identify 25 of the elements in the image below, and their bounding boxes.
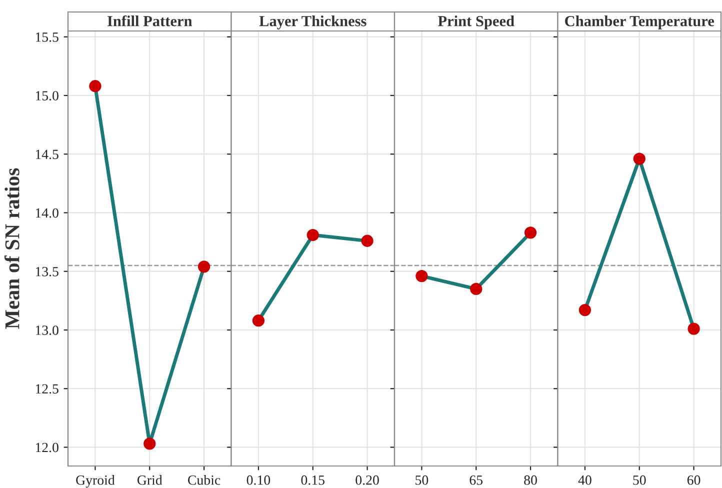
- chart-title: Infill Pattern: [108, 15, 192, 26]
- x-tick-label: 50: [416, 475, 428, 485]
- y-tick-label: 15.5: [36, 32, 58, 42]
- y-tick-label: 13.0: [36, 326, 58, 336]
- y-axis-title: Mean of SN ratios: [4, 168, 20, 329]
- x-tick-label: 60: [687, 475, 700, 485]
- x-tick-label: 40: [578, 475, 592, 485]
- chart-title: Layer Thickness: [259, 16, 366, 30]
- x-tick-label: 80: [524, 475, 537, 485]
- chart-title: Chamber Temperature: [565, 16, 714, 30]
- y-tick-label: 14.5: [36, 150, 58, 160]
- x-tick-label: 65: [470, 475, 483, 485]
- y-tick-label: 14.0: [36, 208, 58, 218]
- x-tick-label: 50: [633, 475, 646, 485]
- y-tick-label: 13.5: [36, 266, 58, 276]
- y-tick-label: 12.0: [36, 442, 58, 452]
- x-tick-label: Grid: [137, 475, 162, 485]
- y-tick-label: 15.0: [36, 91, 58, 101]
- x-tick-label: 0.10: [246, 475, 270, 485]
- x-tick-label: 0.20: [356, 475, 379, 485]
- chart-title: Print Speed: [438, 16, 514, 30]
- y-tick-label: 12.5: [36, 384, 58, 394]
- x-tick-label: Gyroid: [76, 475, 115, 488]
- x-tick-label: Cubic: [188, 475, 220, 485]
- x-tick-label: 0.15: [301, 475, 324, 485]
